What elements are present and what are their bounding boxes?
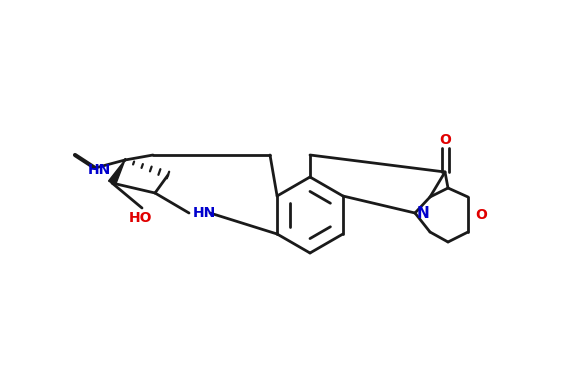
- Text: O: O: [439, 133, 451, 147]
- Text: N: N: [417, 206, 430, 220]
- Text: HN: HN: [88, 163, 111, 177]
- Text: HO: HO: [128, 211, 151, 225]
- Text: O: O: [475, 208, 487, 222]
- Text: HN: HN: [193, 206, 216, 220]
- Polygon shape: [108, 160, 125, 185]
